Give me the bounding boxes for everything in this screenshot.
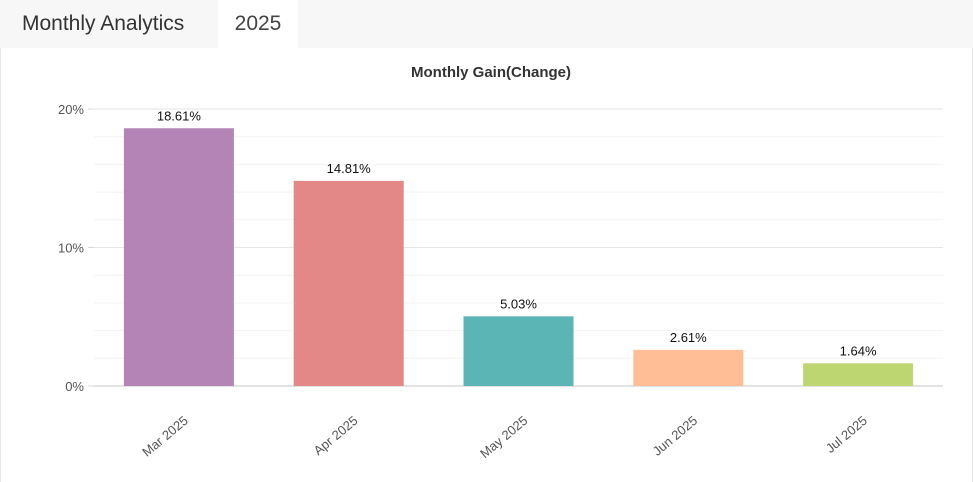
chart-panel: Monthly Gain(Change) 0% 10% 20% 18.61% Mar 2… [0, 48, 973, 482]
data-label: 1.64% [840, 343, 877, 358]
tab-year[interactable]: 2025 [218, 0, 298, 48]
y-tick-label: 10% [58, 241, 84, 256]
chart-title: Monthly Gain(Change) [411, 64, 571, 81]
tab-monthly-analytics[interactable]: Monthly Analytics [0, 0, 218, 48]
bar [633, 349, 744, 386]
data-label: 18.61% [157, 108, 202, 123]
header: Monthly Analytics 2025 [0, 0, 973, 48]
x-tick-label: May 2025 [477, 413, 530, 461]
x-tick-label: Jul 2025 [823, 413, 870, 456]
bar [463, 316, 574, 386]
data-label: 5.03% [500, 296, 537, 311]
bar [123, 128, 234, 386]
grid-layer [88, 108, 943, 387]
x-tick-label: Mar 2025 [139, 413, 191, 460]
y-tick-label: 0% [65, 379, 84, 394]
data-label: 2.61% [670, 330, 707, 345]
bar [293, 180, 404, 386]
x-tick-label: Apr 2025 [311, 413, 361, 458]
data-label: 14.81% [327, 161, 372, 176]
bar [803, 363, 914, 386]
bar-layer [123, 128, 914, 386]
y-tick-label: 20% [58, 102, 84, 117]
x-tick-label: Jun 2025 [650, 413, 701, 459]
bar-chart: Monthly Gain(Change) 0% 10% 20% 18.61% Mar 2… [58, 64, 943, 461]
